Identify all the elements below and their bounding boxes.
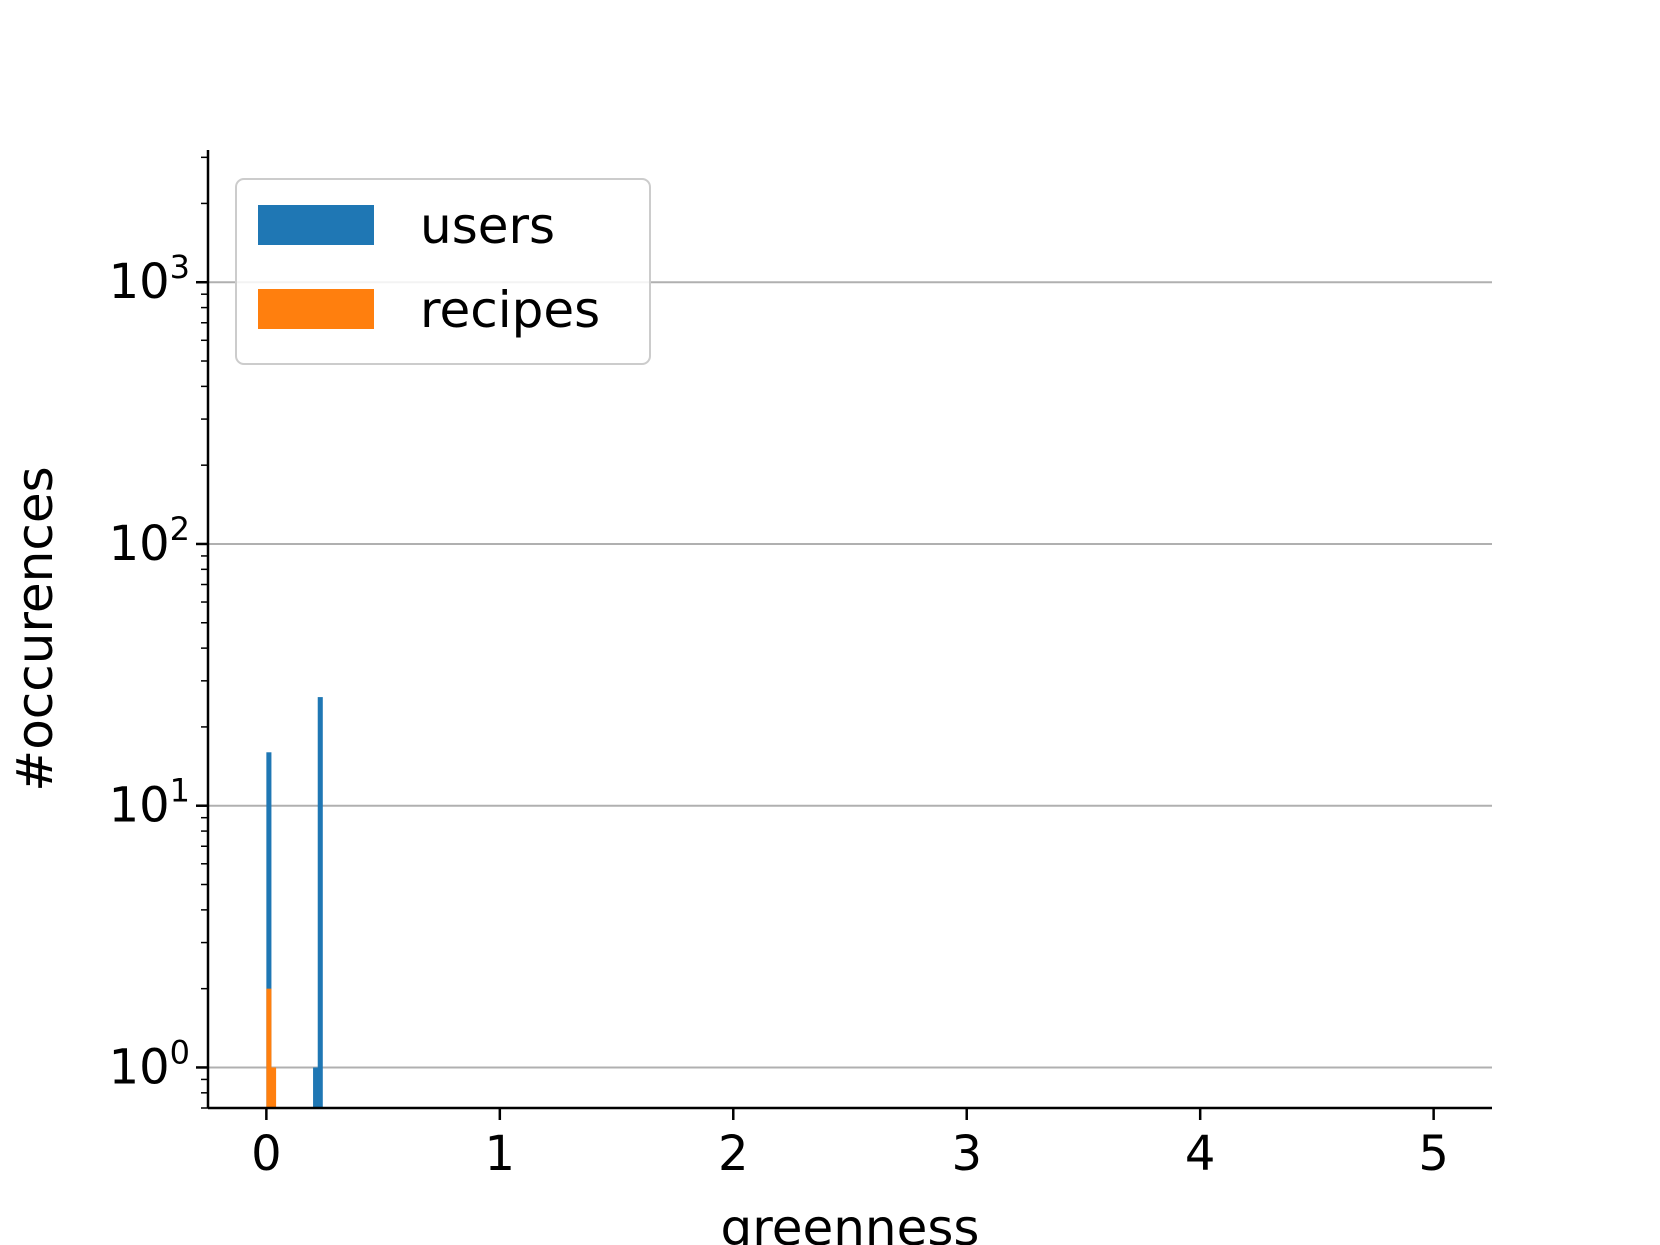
x-tick-label: 4 <box>1185 1126 1216 1182</box>
y-tick-exponent: 2 <box>170 510 190 548</box>
y-tick-base: 10 <box>109 1039 170 1095</box>
bar-users <box>266 752 272 1108</box>
x-tick-label: 2 <box>718 1126 749 1182</box>
legend-swatch-recipes <box>258 289 374 329</box>
y-tick-base: 10 <box>109 254 170 310</box>
grid-lines <box>208 281 1492 1069</box>
y-tick-label: 102 <box>109 510 190 572</box>
y-tick-exponent: 3 <box>170 248 190 286</box>
y-tick-exponent: 1 <box>170 772 190 810</box>
x-ticks: 0 1 2 3 4 5 <box>251 1108 1449 1182</box>
bar-recipes <box>266 988 272 1108</box>
legend-label-recipes: recipes <box>420 281 600 339</box>
bar-users <box>317 697 323 1108</box>
x-tick-label: 5 <box>1418 1126 1449 1182</box>
y-tick-base: 10 <box>109 516 170 572</box>
x-tick-label: 3 <box>951 1126 982 1182</box>
legend: users recipes <box>235 178 651 365</box>
x-axis-label: greenness <box>721 1199 980 1245</box>
y-tick-label: 103 <box>109 248 190 310</box>
legend-label-users: users <box>420 197 555 255</box>
series-recipes-bars <box>266 988 277 1108</box>
bar-users <box>313 1067 319 1108</box>
x-tick-label: 0 <box>251 1126 282 1182</box>
y-tick-label: 101 <box>109 772 190 834</box>
bar-recipes <box>271 1067 277 1108</box>
x-tick-label: 1 <box>485 1126 516 1182</box>
legend-swatch-users <box>258 205 374 245</box>
y-tick-base: 10 <box>109 778 170 834</box>
series-users-bars <box>266 697 323 1108</box>
y-tick-label: 100 <box>109 1033 190 1095</box>
y-axis-label: #occurences <box>6 466 64 791</box>
axes <box>206 150 1492 1110</box>
y-tick-exponent: 0 <box>170 1033 190 1071</box>
